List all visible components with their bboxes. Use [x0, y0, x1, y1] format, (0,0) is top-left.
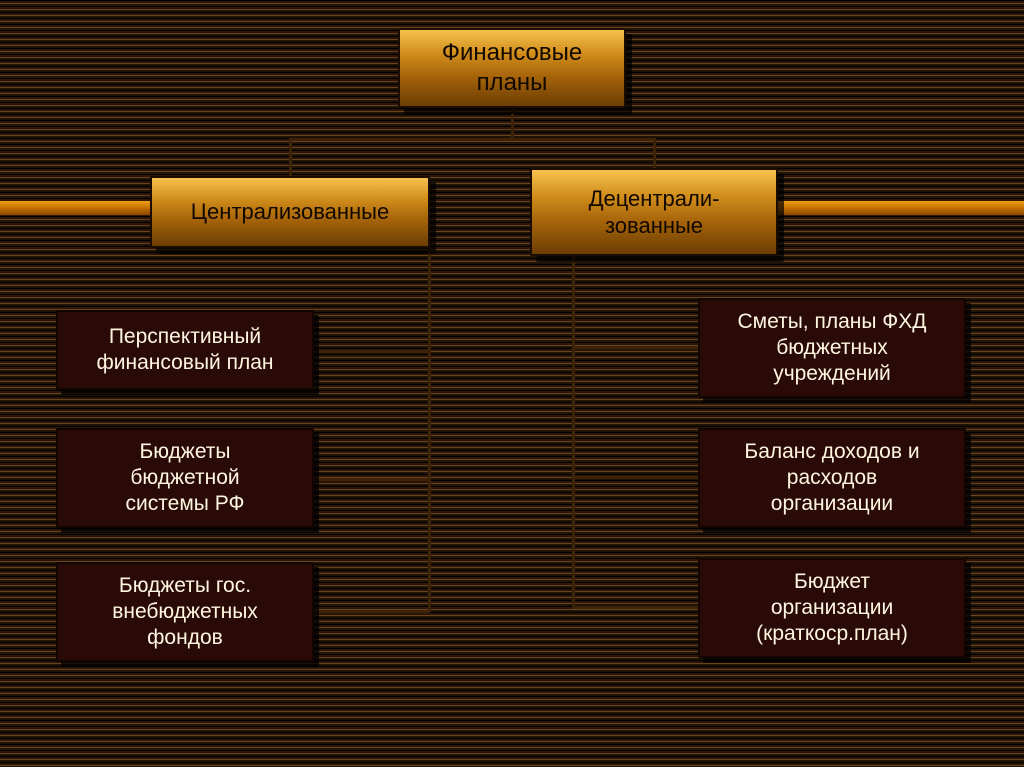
- node-perspective-plan: Перспективный финансовый план: [56, 310, 314, 390]
- node-budget-system-rf: Бюджеты бюджетной системы РФ: [56, 428, 314, 528]
- node-root: Финансовые планы: [398, 28, 626, 108]
- diagram-frame: Финансовые планы Централизованные Децент…: [0, 0, 1024, 767]
- connector: [314, 610, 430, 613]
- connector: [572, 346, 698, 349]
- connector: [289, 138, 655, 141]
- connector: [428, 248, 431, 612]
- node-org-budget: Бюджет организации (краткоср.план): [698, 558, 966, 658]
- node-income-expense-balance: Баланс доходов и расходов организации: [698, 428, 966, 528]
- accent-bar-left: [0, 200, 150, 216]
- node-decentralized: Децентрали- зованные: [530, 168, 778, 256]
- node-extrabudget-funds: Бюджеты гос. внебюджетных фондов: [56, 562, 314, 662]
- connector: [653, 138, 656, 168]
- node-estimates-fhd: Сметы, планы ФХД бюджетных учреждений: [698, 298, 966, 398]
- connector: [572, 256, 575, 608]
- accent-bar-right: [778, 200, 1024, 216]
- connector: [314, 350, 430, 353]
- connector: [572, 606, 698, 609]
- node-centralized: Централизованные: [150, 176, 430, 248]
- connector: [511, 108, 514, 138]
- connector: [289, 138, 292, 176]
- connector: [314, 478, 430, 481]
- connector: [572, 476, 698, 479]
